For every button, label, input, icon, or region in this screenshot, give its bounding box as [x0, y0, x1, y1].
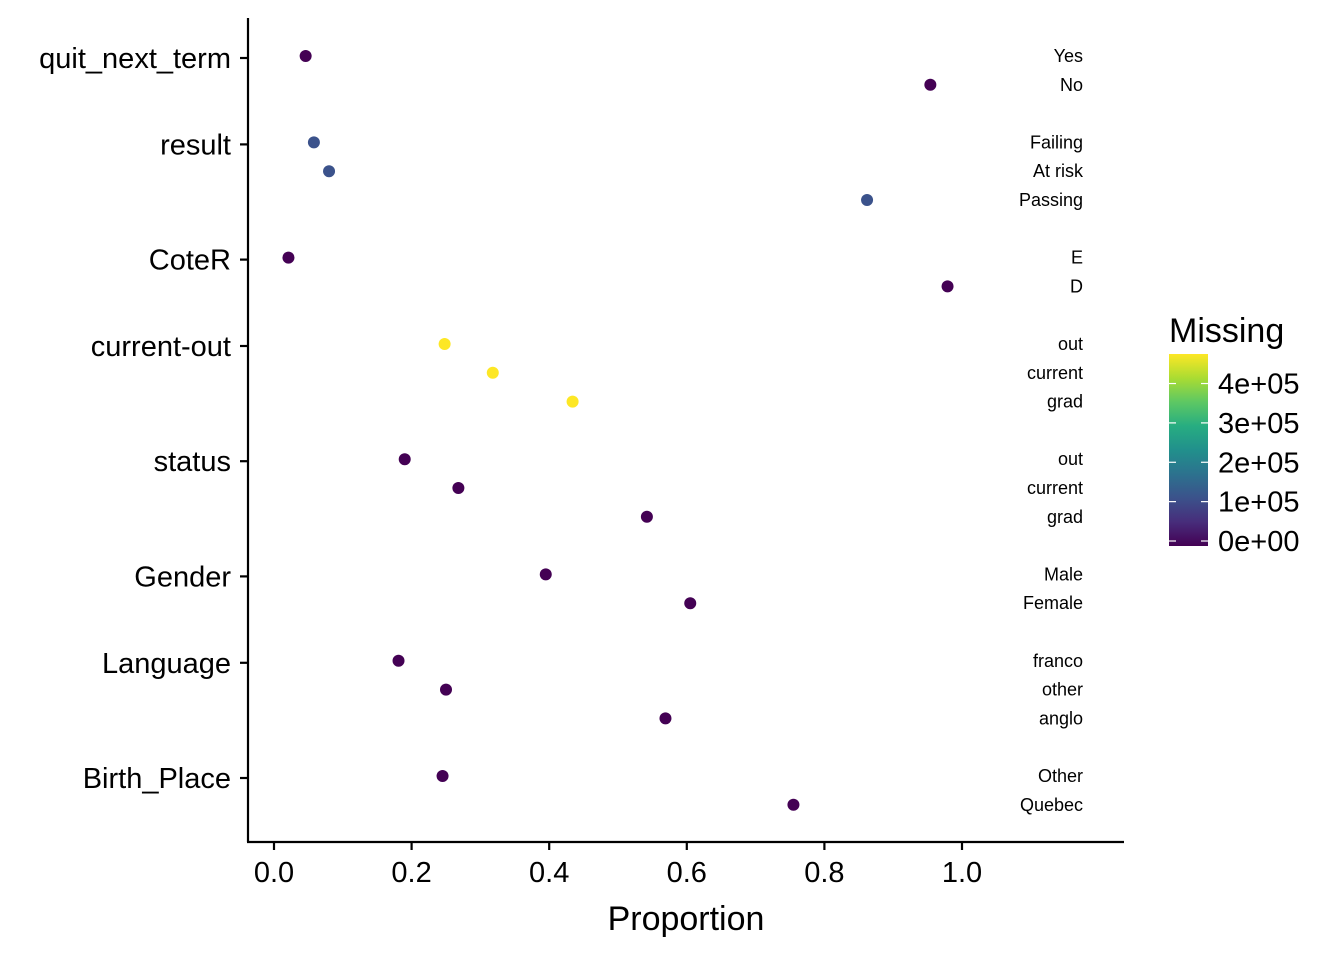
variable-group: Yes No [299, 46, 1083, 95]
data-point [539, 568, 552, 581]
variable-label: status [154, 446, 231, 478]
legend-title: Missing [1169, 312, 1284, 350]
level-label: anglo [1039, 708, 1083, 728]
level-label: franco [1033, 651, 1083, 671]
level-label: Male [1044, 564, 1083, 584]
x-axis-title: Proportion [608, 900, 765, 938]
data-point [299, 50, 312, 62]
x-tick-label: 0.4 [529, 857, 569, 889]
data-point [392, 654, 405, 667]
level-label: Failing [1030, 132, 1083, 152]
data-point [323, 165, 336, 178]
data-point [398, 453, 411, 466]
level-label: grad [1047, 392, 1083, 412]
level-label: out [1058, 449, 1083, 469]
variable-group: out current grad [438, 334, 1083, 412]
data-point [640, 510, 653, 523]
data-point [684, 597, 697, 610]
variable-label: Birth_Place [83, 763, 231, 795]
level-label: D [1070, 276, 1083, 296]
legend-label: 1e+05 [1218, 487, 1299, 519]
level-label: E [1071, 248, 1083, 268]
level-label: Quebec [1020, 795, 1083, 815]
variable-group: Male Female [539, 564, 1083, 613]
data-point [436, 770, 449, 782]
variable-group: ED [282, 248, 1083, 296]
level-label: Yes [1054, 46, 1083, 66]
color-legend: Missing 4e+05 3e+05 2e+05 1e+05 0e+00 [1169, 312, 1299, 558]
level-label: No [1060, 75, 1083, 95]
x-tick-label: 0.2 [391, 857, 431, 889]
variable-label: Language [102, 648, 231, 680]
level-label: At risk [1033, 161, 1084, 181]
legend-colorbar [1169, 354, 1208, 546]
variable-label: Gender [134, 561, 231, 593]
data-point [861, 194, 874, 206]
variable-group: out current grad [398, 449, 1083, 527]
level-label: other [1042, 680, 1083, 700]
level-label: current [1027, 478, 1083, 498]
x-tick-label: 0.6 [667, 857, 707, 889]
data-point [566, 395, 579, 408]
level-label: grad [1047, 507, 1083, 527]
legend-label: 3e+05 [1218, 408, 1299, 440]
x-tick-label: 0.0 [254, 857, 294, 889]
data-point [307, 136, 320, 149]
data-point [452, 482, 465, 494]
legend-label: 0e+00 [1218, 526, 1299, 558]
legend-label: 2e+05 [1218, 447, 1299, 479]
variable-label: current-out [91, 331, 231, 363]
legend-label: 4e+05 [1218, 369, 1299, 401]
variable-group: franco other anglo [392, 651, 1083, 728]
data-point [659, 712, 672, 725]
data-point [924, 78, 937, 91]
level-label: Passing [1019, 190, 1083, 210]
variable-label: result [160, 129, 231, 161]
level-label: Female [1023, 593, 1083, 613]
data-point [941, 280, 954, 293]
level-label: Other [1038, 766, 1083, 786]
variable-group: Other Quebec [436, 766, 1083, 815]
variable-group: Failing At risk Passing [307, 132, 1084, 210]
level-label: current [1027, 363, 1083, 383]
x-tick-label: 0.8 [804, 857, 844, 889]
level-label: out [1058, 334, 1083, 354]
x-tick-label: 1.0 [942, 857, 982, 889]
data-point [440, 683, 452, 696]
data-point [282, 251, 295, 264]
variable-label: quit_next_term [39, 43, 231, 75]
x-axis: 0.0 0.2 0.4 0.6 0.8 1.0 [247, 840, 1124, 889]
data-point [486, 366, 499, 379]
data-point [787, 798, 800, 811]
data-point [438, 338, 451, 350]
variable-label: CoteR [149, 245, 231, 277]
